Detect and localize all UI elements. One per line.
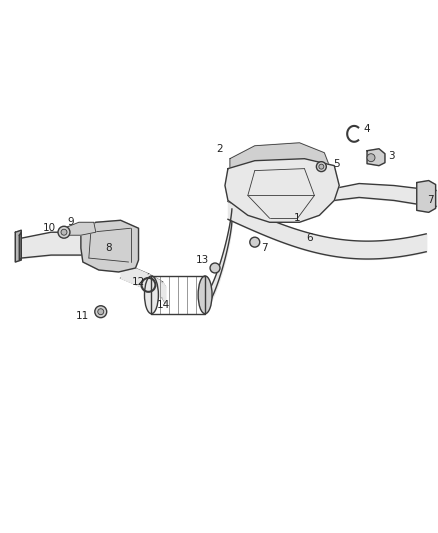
Text: 9: 9 xyxy=(67,217,74,227)
Circle shape xyxy=(367,154,375,161)
Text: 10: 10 xyxy=(42,223,56,233)
Circle shape xyxy=(210,263,220,273)
Text: 6: 6 xyxy=(306,233,313,243)
Polygon shape xyxy=(64,222,96,235)
Text: 8: 8 xyxy=(106,243,112,253)
Text: 14: 14 xyxy=(157,300,170,310)
Text: 11: 11 xyxy=(76,311,89,321)
Polygon shape xyxy=(15,230,21,262)
Text: 13: 13 xyxy=(195,255,209,265)
Circle shape xyxy=(61,229,67,235)
Circle shape xyxy=(250,237,260,247)
Circle shape xyxy=(319,164,324,169)
Polygon shape xyxy=(19,232,21,260)
Text: 7: 7 xyxy=(261,243,268,253)
Text: 2: 2 xyxy=(217,144,223,154)
Text: 5: 5 xyxy=(333,159,339,168)
Circle shape xyxy=(95,306,107,318)
Circle shape xyxy=(98,309,104,314)
Polygon shape xyxy=(417,181,436,212)
Polygon shape xyxy=(81,220,138,272)
Text: 1: 1 xyxy=(294,213,301,223)
Text: 3: 3 xyxy=(389,151,395,161)
Polygon shape xyxy=(367,149,385,166)
Text: 7: 7 xyxy=(427,196,434,205)
Ellipse shape xyxy=(198,276,212,314)
Polygon shape xyxy=(230,143,329,168)
Text: 12: 12 xyxy=(132,277,145,287)
Circle shape xyxy=(316,161,326,172)
Ellipse shape xyxy=(145,276,159,314)
Text: 4: 4 xyxy=(364,124,371,134)
Circle shape xyxy=(58,226,70,238)
Polygon shape xyxy=(225,159,339,222)
